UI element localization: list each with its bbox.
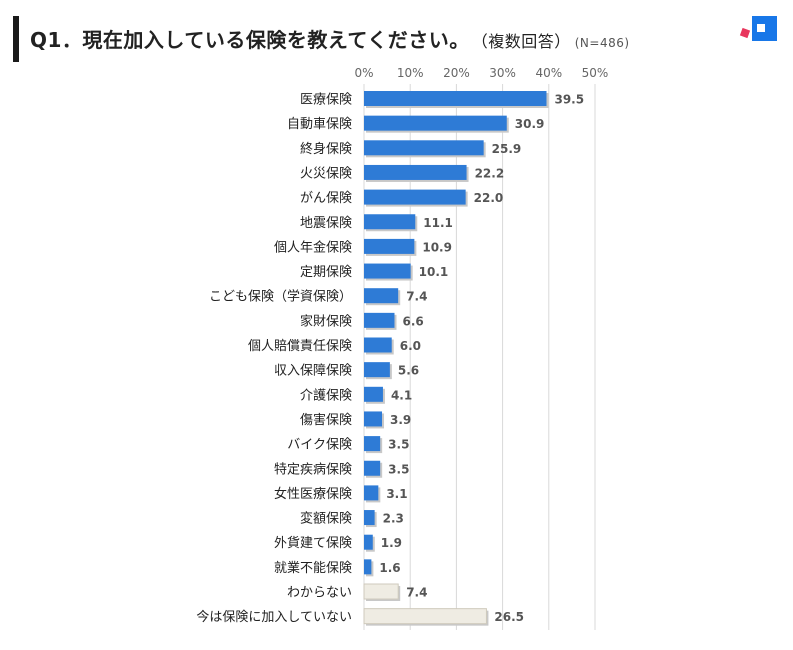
bar xyxy=(364,559,372,575)
category-label: 変額保険 xyxy=(300,511,352,527)
bar xyxy=(364,140,484,156)
bar xyxy=(364,411,383,427)
data-label: 22.2 xyxy=(475,166,505,180)
data-label: 3.5 xyxy=(388,438,409,452)
data-label: 22.0 xyxy=(474,191,504,205)
category-label: 自動車保険 xyxy=(287,117,352,132)
page-title: Q1．現在加入している保険を教えてください。 （複数回答） (N=486) xyxy=(30,24,630,53)
data-label: 10.9 xyxy=(422,240,452,254)
data-label: 5.6 xyxy=(398,364,419,378)
data-label: 26.5 xyxy=(494,610,524,624)
bar xyxy=(364,164,467,180)
bar xyxy=(364,214,416,230)
category-label: 定期保険 xyxy=(300,265,352,280)
title-accent-bar xyxy=(13,16,19,62)
data-label: 3.1 xyxy=(386,487,407,501)
title-text: Q1．現在加入している保険を教えてください。 xyxy=(30,28,470,52)
data-label: 6.0 xyxy=(400,339,421,353)
category-label: 今は保険に加入していない xyxy=(196,609,352,625)
category-label: がん保険 xyxy=(300,191,352,206)
category-label: バイク保険 xyxy=(287,438,352,453)
data-label: 7.4 xyxy=(406,586,427,600)
bar xyxy=(363,583,399,600)
bar xyxy=(364,485,379,501)
category-label: 家財保険 xyxy=(300,313,352,329)
bar xyxy=(364,460,381,476)
category-label: 地震保険 xyxy=(300,216,352,231)
category-label: 外貨建て保険 xyxy=(274,535,352,551)
category-label: 介護保険 xyxy=(300,387,352,403)
bar xyxy=(364,436,381,452)
data-label: 4.1 xyxy=(391,388,412,402)
data-label: 1.9 xyxy=(381,536,402,550)
bar xyxy=(363,608,487,625)
x-tick-label: 30% xyxy=(489,66,516,80)
bar xyxy=(364,238,415,254)
bar xyxy=(364,263,411,279)
category-label: 就業不能保険 xyxy=(274,560,352,576)
category-label: 女性医療保険 xyxy=(274,486,352,502)
category-label: 特定疾病保険 xyxy=(274,462,352,477)
category-label: 個人賠償責任保険 xyxy=(248,339,352,354)
category-label: 医療保険 xyxy=(300,93,352,108)
sample-size: (N=486) xyxy=(574,36,630,50)
bar xyxy=(364,337,392,353)
bar xyxy=(364,534,373,550)
category-label: 火災保険 xyxy=(300,166,352,181)
bar xyxy=(364,312,395,328)
bar xyxy=(364,115,507,131)
data-label: 2.3 xyxy=(383,512,404,526)
bar xyxy=(364,189,466,205)
bar xyxy=(364,288,399,304)
x-tick-label: 40% xyxy=(535,66,562,80)
category-label: 収入保障保険 xyxy=(274,364,352,379)
data-label: 7.4 xyxy=(406,290,427,304)
data-label: 1.6 xyxy=(379,561,400,575)
title-subtitle: （複数回答） xyxy=(479,32,571,51)
x-tick-label: 0% xyxy=(354,66,373,80)
data-label: 39.5 xyxy=(554,93,584,107)
category-label: わからない xyxy=(287,586,352,601)
bar xyxy=(364,510,375,526)
bar xyxy=(364,91,547,106)
data-label: 10.1 xyxy=(419,265,449,279)
data-label: 6.6 xyxy=(402,314,423,328)
category-label: 終身保険 xyxy=(300,141,352,157)
brand-logo-icon xyxy=(739,16,777,41)
x-tick-label: 10% xyxy=(397,66,424,80)
data-label: 11.1 xyxy=(423,216,453,230)
category-label: 個人年金保険 xyxy=(274,239,352,255)
data-label: 3.9 xyxy=(390,413,411,427)
data-label: 30.9 xyxy=(515,117,545,131)
data-label: 25.9 xyxy=(492,142,522,156)
x-tick-label: 20% xyxy=(443,66,470,80)
category-label: 傷害保険 xyxy=(300,412,352,428)
x-tick-label: 50% xyxy=(582,66,609,80)
category-label: こども保険（学資保険） xyxy=(209,289,352,305)
data-label: 3.5 xyxy=(388,462,409,476)
bar xyxy=(364,386,383,402)
bar xyxy=(364,362,390,378)
